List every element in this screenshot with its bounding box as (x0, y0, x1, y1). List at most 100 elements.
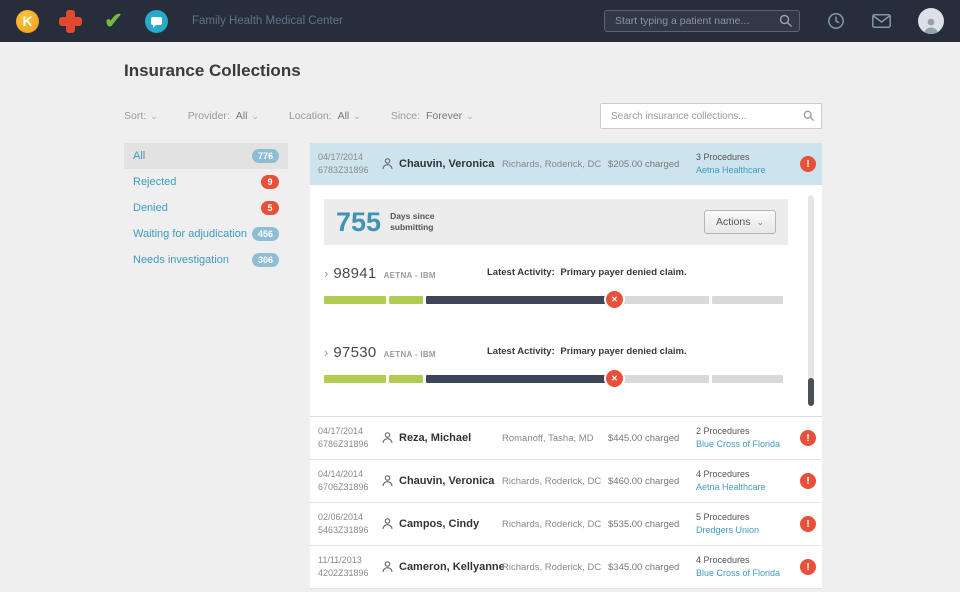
avatar (918, 8, 944, 34)
alert-icon: ! (800, 430, 816, 446)
mail-button[interactable] (872, 14, 891, 28)
claim-row[interactable]: 02/06/2014 5463Z31896 Campos, Cindy Rich… (310, 503, 822, 546)
claim-date-cell: 04/17/2014 6783Z31896 (318, 151, 382, 177)
sidebar-item-label: Waiting for adjudication (133, 228, 247, 240)
activity-label: Latest Activity: (487, 267, 555, 278)
sidebar-item-rejected[interactable]: Rejected 9 (124, 169, 288, 195)
content-area: All 776 Rejected 9 Denied 5 Waiting for … (124, 143, 960, 589)
check-app-icon[interactable]: ✔ (102, 8, 125, 33)
count-badge: 306 (251, 253, 279, 267)
sort-dropdown[interactable]: Sort: ⌄ (124, 110, 158, 122)
charged-amount: $445.00 charged (608, 432, 680, 444)
claim-date: 04/17/2014 (318, 151, 364, 162)
chat-bubble-icon (151, 17, 162, 28)
provider-name: Richards, Roderick, DC (502, 561, 602, 573)
sidebar-item-all[interactable]: All 776 (124, 143, 288, 169)
progress-segment (324, 296, 386, 304)
claim-date-cell: 11/11/2013 4202Z31896 (318, 554, 382, 580)
provider-dropdown[interactable]: Provider: All ⌄ (188, 110, 259, 122)
user-menu-button[interactable] (918, 8, 944, 34)
scrollbar-thumb[interactable] (808, 378, 814, 406)
claim-detail-panel: 755 Days since submitting Actions ⌄ › 98… (310, 185, 822, 417)
provider-value: All (235, 110, 248, 122)
patient-search-input[interactable] (604, 10, 800, 32)
panel-scrollbar[interactable] (808, 195, 814, 406)
chevron-down-icon: ⌄ (150, 110, 158, 121)
claim-id: 6783Z31896 (318, 165, 369, 175)
provider-name: Richards, Roderick, DC (502, 158, 602, 170)
claim-row-selected[interactable]: 04/17/2014 6783Z31896 Chauvin, Veronica … (310, 143, 822, 185)
chevron-down-icon: ⌄ (251, 110, 259, 121)
claim-expander[interactable]: › 97530 AETNA - IBM (324, 344, 487, 361)
count-badge: 456 (251, 227, 279, 241)
patient-name: Reza, Michael (399, 432, 472, 444)
actions-label: Actions (716, 216, 751, 228)
count-badge: 5 (261, 201, 279, 215)
chevron-down-icon: ⌄ (353, 110, 361, 121)
history-icon (828, 13, 844, 29)
procedure-code: 98941 (333, 265, 377, 282)
person-icon (382, 561, 393, 573)
progress-segment (426, 375, 614, 383)
alert-icon: ! (800, 156, 816, 172)
search-icon (779, 14, 792, 27)
sidebar-item-denied[interactable]: Denied 5 (124, 195, 288, 221)
alert-icon: ! (800, 516, 816, 532)
days-caption-line2: submitting (390, 222, 434, 232)
claim-id: 5463Z31896 (318, 525, 369, 535)
claim-row[interactable]: 04/17/2014 6786Z31896 Reza, Michael Roma… (310, 417, 822, 460)
provider-label: Provider: (187, 110, 230, 122)
location-dropdown[interactable]: Location: All ⌄ (289, 110, 361, 122)
collections-sidebar: All 776 Rejected 9 Denied 5 Waiting for … (124, 143, 288, 273)
since-dropdown[interactable]: Since: Forever ⌄ (391, 110, 474, 122)
sidebar-item-needs-investigation[interactable]: Needs investigation 306 (124, 247, 288, 273)
page-title: Insurance Collections (124, 61, 301, 80)
patient-name: Campos, Cindy (399, 518, 480, 530)
claim-id: 6706Z31896 (318, 482, 369, 492)
procedure-count: 4 Procedures (696, 554, 750, 565)
patient-name: Cameron, Kellyanne (399, 561, 505, 573)
chat-app-icon[interactable] (145, 9, 168, 33)
claim-date-cell: 04/14/2014 6706Z31896 (318, 468, 382, 494)
claim-date: 04/14/2014 (318, 468, 364, 479)
history-button[interactable] (827, 12, 845, 30)
patient-name: Chauvin, Veronica (399, 158, 495, 170)
claims-list: 04/17/2014 6783Z31896 Chauvin, Veronica … (310, 143, 822, 589)
actions-button[interactable]: Actions ⌄ (704, 210, 776, 234)
progress-segment (426, 296, 614, 304)
patient-cell: Cameron, Kellyanne (382, 561, 505, 573)
claim-row[interactable]: 04/14/2014 6706Z31896 Chauvin, Veronica … (310, 460, 822, 503)
claim-head: › 97530 AETNA - IBM Latest Activity: Pri… (324, 344, 788, 361)
payer-name: Dredgers Union (696, 525, 760, 535)
alert-cell: ! (800, 430, 816, 446)
count-badge: 9 (261, 175, 279, 189)
procedures-cell: 3 Procedures Aetna Healthcare (696, 151, 792, 178)
days-since-value: 755 (336, 206, 382, 237)
mail-icon (872, 14, 891, 28)
medical-cross-icon[interactable] (59, 9, 82, 33)
charged-amount: $460.00 charged (608, 475, 680, 487)
collections-search (600, 103, 822, 129)
chevron-right-icon: › (324, 345, 329, 360)
days-since-bar: 755 Days since submitting Actions ⌄ (324, 199, 788, 245)
collections-search-input[interactable] (600, 103, 822, 129)
progress-segment (617, 296, 709, 304)
claim-row[interactable]: 11/11/2013 4202Z31896 Cameron, Kellyanne… (310, 546, 822, 589)
kareo-logo-icon[interactable]: K (16, 9, 39, 33)
procedure-count: 4 Procedures (696, 468, 750, 479)
patient-cell: Chauvin, Veronica (382, 158, 502, 170)
charged-amount: $205.00 charged (608, 158, 680, 170)
logo-letter: K (22, 13, 33, 29)
activity-text: Primary payer denied claim. (560, 267, 687, 278)
sidebar-item-waiting-for-adjudication[interactable]: Waiting for adjudication 456 (124, 221, 288, 247)
claim-expander[interactable]: › 98941 AETNA - IBM (324, 265, 487, 282)
payer-tag: AETNA - IBM (383, 350, 436, 359)
sidebar-item-label: All (133, 150, 146, 162)
payer-name: Blue Cross of Florida (696, 439, 781, 449)
claim-head: › 98941 AETNA - IBM Latest Activity: Pri… (324, 265, 788, 282)
activity-label: Latest Activity: (487, 346, 555, 357)
search-icon (803, 110, 815, 122)
denied-marker-icon: ✕ (606, 291, 623, 308)
location-value: All (337, 110, 350, 122)
procedures-cell: 2 Procedures Blue Cross of Florida (696, 425, 792, 452)
